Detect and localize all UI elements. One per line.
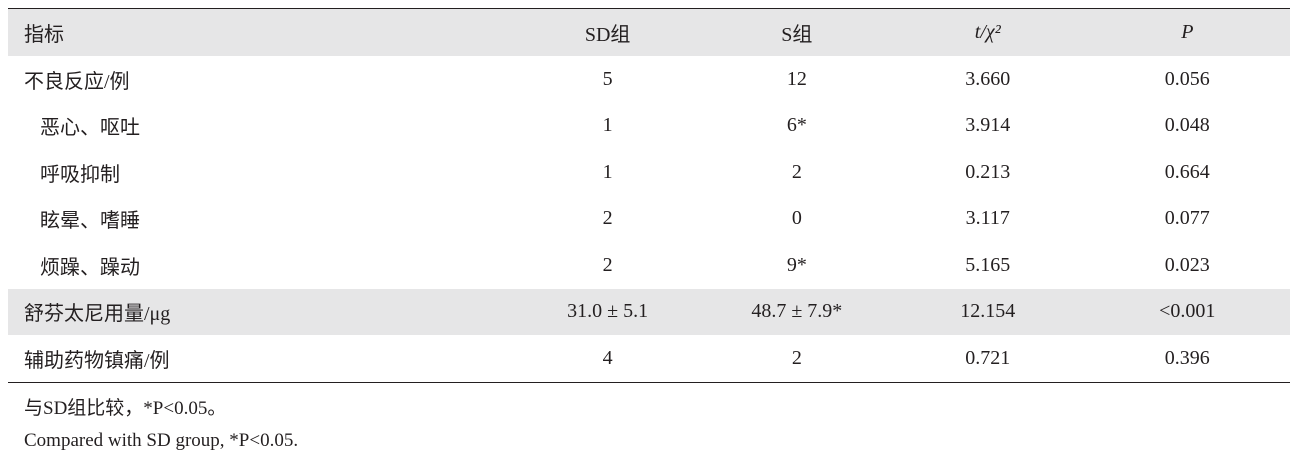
row-label: 烦躁、躁动	[40, 256, 140, 279]
table-cell: 5	[602, 67, 613, 90]
row-label: 恶心、呕吐	[40, 117, 140, 140]
table-cell: 3.914	[965, 114, 1011, 137]
row-label: 不良反应/例	[24, 70, 130, 93]
table-cell: 4	[512, 335, 703, 383]
table-cell: 1	[602, 160, 613, 183]
data-table: 指标 SD组 S组 t/χ² P 不良反应/例 5 12 3.660 0.056 恶心、呕…	[8, 8, 1290, 383]
table-row: 呼吸抑制 1 2 0.213 0.664	[8, 149, 1290, 196]
table-row: 辅助药物镇痛/例 4 2 0.721 0.396	[8, 335, 1290, 383]
table-cell: 2	[702, 335, 891, 383]
table-cell: 2	[791, 160, 802, 183]
table-cell: 6*	[786, 114, 807, 137]
table-cell: 0.721	[890, 335, 1085, 383]
table-cell: 3.660	[965, 67, 1011, 90]
table-row: 舒芬太尼用量/μg 31.0 ± 5.1 48.7 ± 7.9* 12.154 <0.0…	[8, 288, 1290, 335]
header-cell: 指标	[24, 24, 64, 46]
table-cell: 0	[791, 207, 802, 230]
table-row: 眩晕、嗜睡 2 0 3.117 0.077	[8, 196, 1290, 243]
table-cell: 0.396	[1084, 335, 1290, 383]
table-cell: 5.165	[965, 253, 1011, 276]
table-cell: 12.154	[960, 300, 1016, 323]
table-cell: 0.056	[1164, 67, 1210, 90]
table-cell: 0.664	[1164, 160, 1210, 183]
note: 与SD组比较，*P<0.05。	[24, 398, 227, 419]
table-body: 不良反应/例 5 12 3.660 0.056 恶心、呕吐 1 6* 3.914 0.048 呼吸抑…	[8, 56, 1290, 383]
table-cell: 48.7 ± 7.9*	[751, 300, 843, 323]
header-cell: SD组	[584, 24, 631, 46]
table-cell: 0.213	[965, 160, 1011, 183]
table-cell: 0.023	[1164, 253, 1210, 276]
table-row: 恶心、呕吐 1 6* 3.914 0.048	[8, 103, 1290, 150]
header-cell: P	[1181, 21, 1194, 43]
header-cell: t/χ²	[974, 21, 1001, 43]
table-cell: 12	[786, 67, 807, 90]
note: Compared with SD group, *P<0.05.	[24, 430, 299, 451]
row-label: 辅助药物镇痛/例	[8, 335, 513, 383]
row-label: 眩晕、嗜睡	[40, 210, 140, 233]
row-label: 呼吸抑制	[40, 163, 120, 186]
table-cell: 0.077	[1164, 207, 1210, 230]
table-cell: 31.0 ± 5.1	[567, 300, 649, 323]
header-row: 指标 SD组 S组 t/χ² P	[8, 8, 1290, 56]
table-cell: 3.117	[965, 207, 1010, 230]
table-cell: 1	[602, 114, 613, 137]
table-cell: 0.048	[1164, 114, 1210, 137]
table-cell: <0.001	[1159, 300, 1216, 323]
table-row: 不良反应/例 5 12 3.660 0.056	[8, 56, 1290, 103]
row-label: 舒芬太尼用量/μg	[24, 303, 171, 326]
table-cell: 9*	[786, 253, 807, 276]
table-cell: 2	[602, 253, 613, 276]
table-row: 烦躁、躁动 2 9* 5.165 0.023	[8, 242, 1290, 289]
header-cell: S组	[781, 24, 813, 46]
table-cell: 2	[602, 207, 613, 230]
